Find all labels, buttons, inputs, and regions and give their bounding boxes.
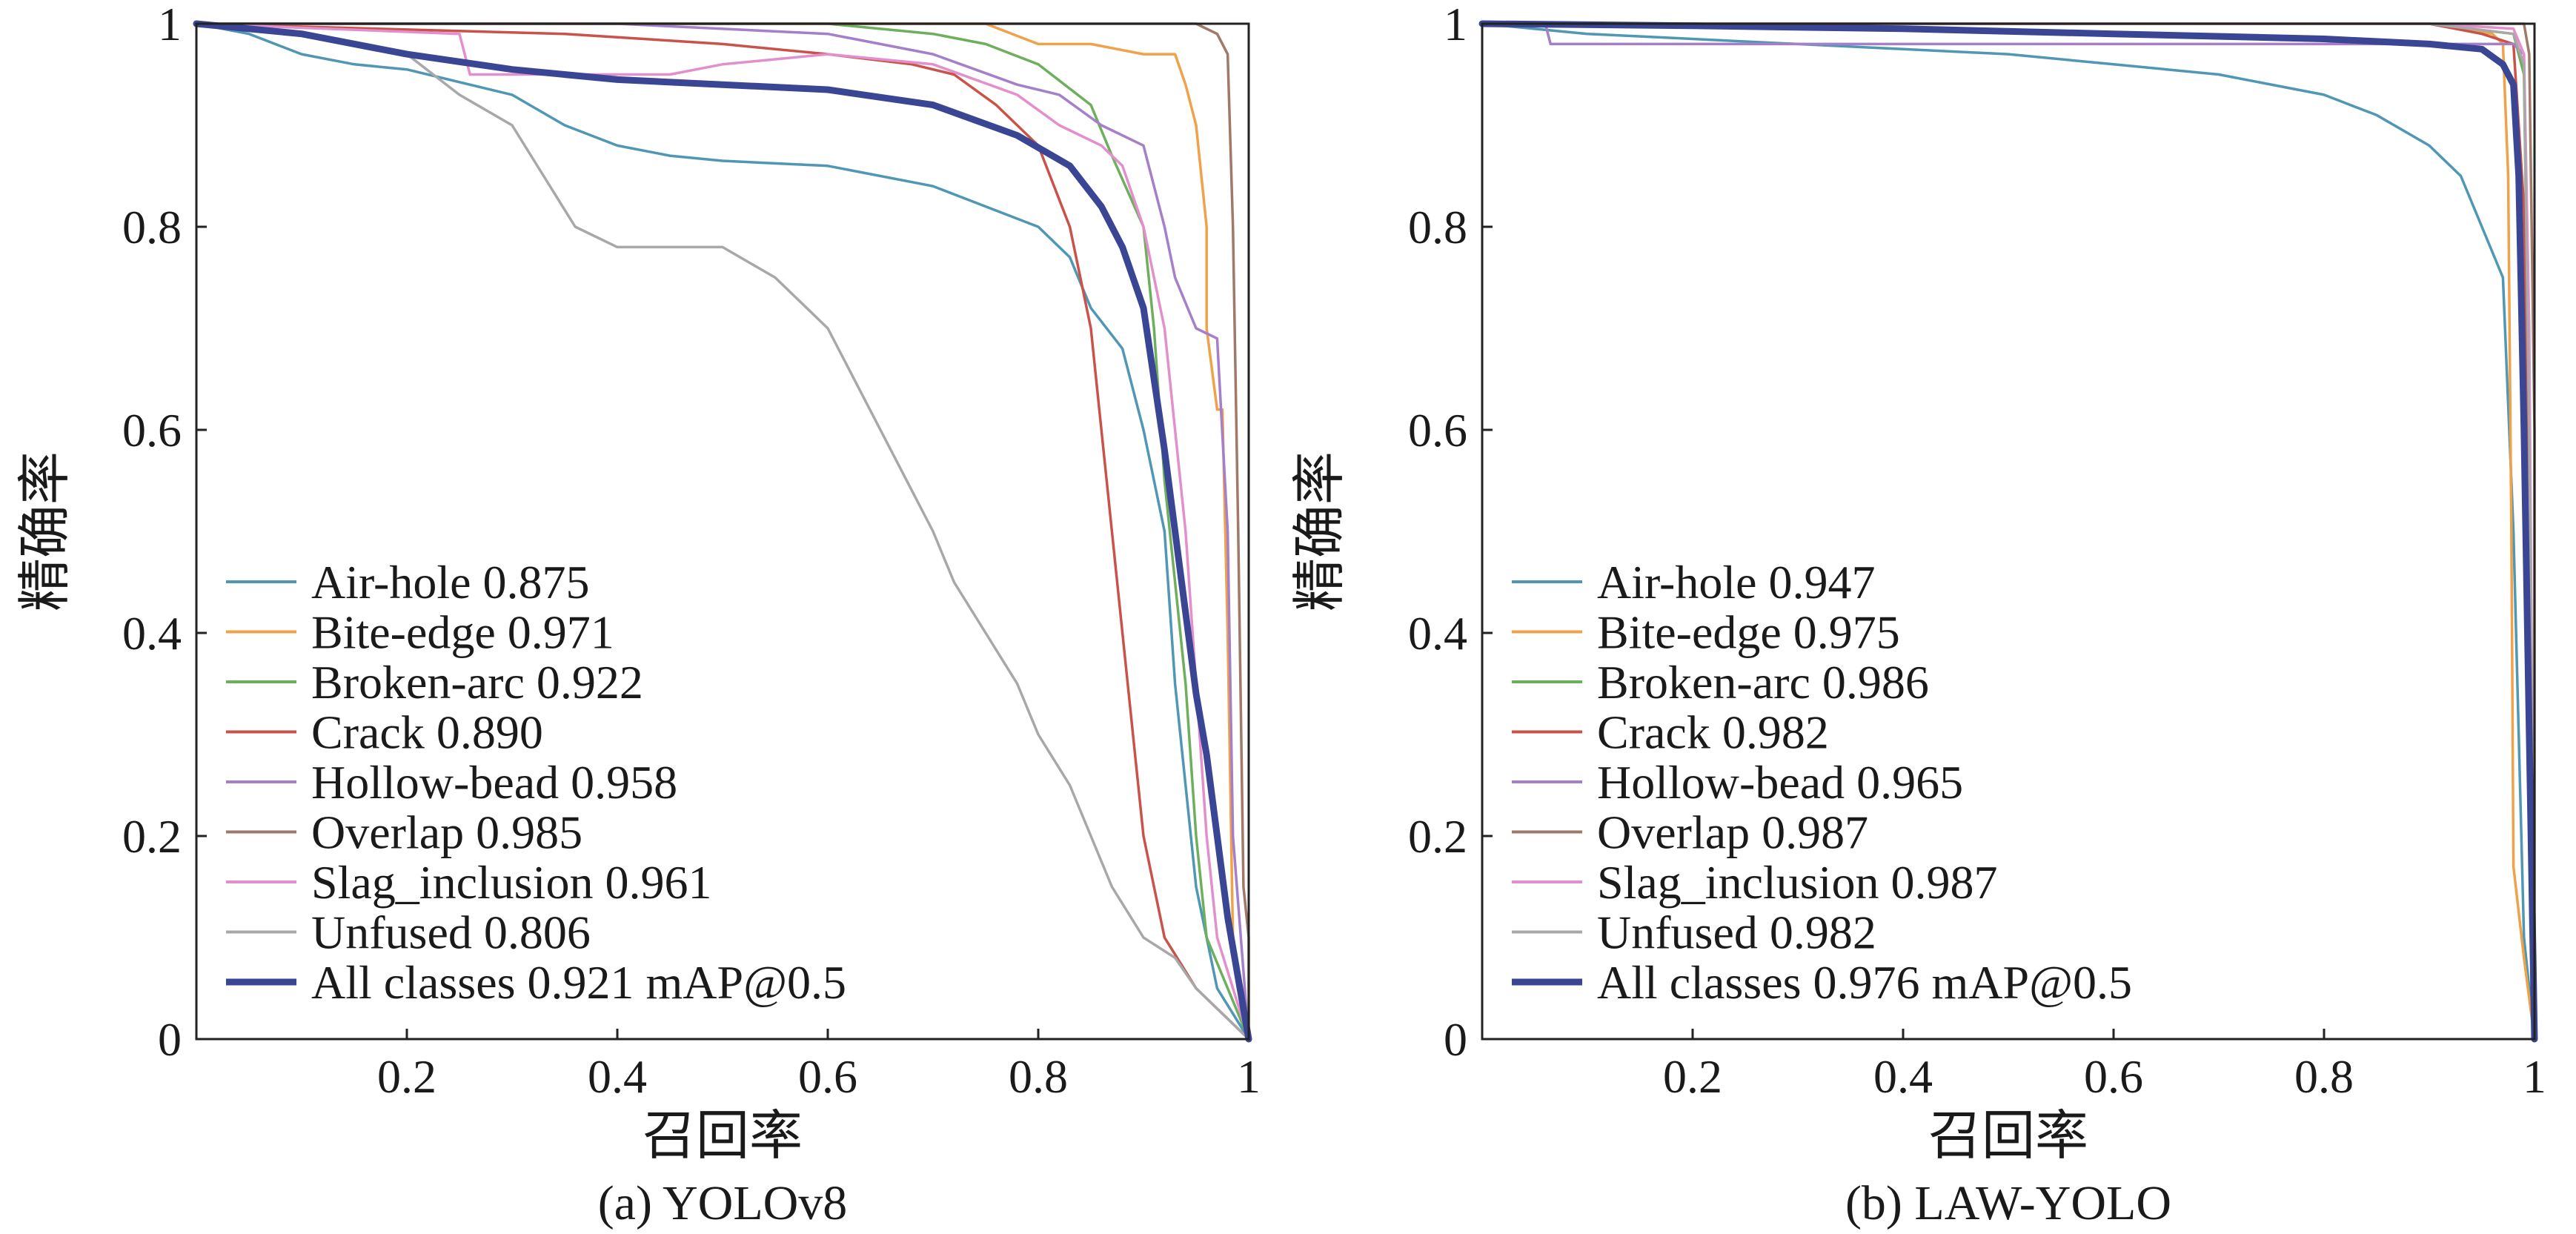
legend-label: Hollow-bead 0.958: [311, 756, 677, 809]
series-line-9: [1478, 20, 2538, 1043]
legend-label: Crack 0.982: [1597, 706, 1829, 759]
y-tick-label: 0.8: [122, 201, 182, 253]
legend-label: All classes 0.976 mAP@0.5: [1597, 956, 2132, 1009]
x-tick-label: 0.8: [1009, 1050, 1068, 1103]
legend-label: Unfused 0.806: [311, 906, 591, 959]
x-tick-label: 0.2: [377, 1050, 436, 1103]
series-line-1: [1481, 22, 2536, 1041]
series-line-1: [195, 22, 1250, 1041]
y-tick-label: 0: [1444, 1013, 1467, 1066]
x-axis-title: 召回率: [643, 1107, 803, 1166]
series-line-8: [195, 22, 1250, 1041]
y-axis-title: 精确率: [16, 451, 75, 611]
y-tick-label: 0.6: [122, 404, 182, 457]
plot-frame: [195, 22, 1250, 1041]
x-tick-label: 0.6: [798, 1050, 857, 1103]
legend-label: Slag_inclusion 0.961: [311, 856, 711, 909]
y-tick-label: 1: [158, 0, 182, 50]
y-axis-title: 精确率: [1290, 451, 1350, 611]
series-line-5: [195, 22, 1250, 1041]
y-tick-label: 0: [158, 1013, 182, 1066]
legend-label: Overlap 0.987: [1597, 806, 1868, 859]
series-line-4: [195, 22, 1250, 1041]
x-tick-label: 1: [1237, 1050, 1261, 1103]
x-tick-label: 1: [2523, 1050, 2546, 1103]
legend-label: Unfused 0.982: [1597, 906, 1876, 959]
x-tick-label: 0.2: [1663, 1050, 1722, 1103]
legend-label: Broken-arc 0.922: [311, 656, 643, 709]
series-line-2: [195, 22, 1250, 1041]
panel-caption: (a) YOLOv8: [598, 1176, 848, 1230]
y-tick-label: 1: [1444, 0, 1467, 50]
legend-label: Broken-arc 0.986: [1597, 656, 1929, 709]
y-tick-label: 0.6: [1408, 404, 1467, 457]
x-tick-label: 0.8: [2294, 1050, 2354, 1103]
y-tick-label: 0.2: [122, 810, 182, 863]
legend-label: Overlap 0.985: [311, 806, 582, 859]
y-tick-label: 0.8: [1408, 201, 1467, 253]
legend-label: Hollow-bead 0.965: [1597, 756, 1963, 809]
panel-caption: (b) LAW-YOLO: [1845, 1176, 2171, 1230]
legend-label: Air-hole 0.947: [1597, 556, 1876, 608]
series-line-9: [193, 20, 1252, 1043]
legend-label: Bite-edge 0.975: [1597, 606, 1900, 659]
x-tick-label: 0.4: [588, 1050, 647, 1103]
x-axis-title: 召回率: [1928, 1107, 2088, 1166]
legend-label: All classes 0.921 mAP@0.5: [311, 956, 846, 1009]
legend-label: Air-hole 0.875: [311, 556, 590, 608]
chart-panel-1: 0.2 0.4 0.6 0.8 1 0 0.2 0.4 0.6 0.8 1 召回率 精确率 (a) YOL…: [16, 0, 1261, 1230]
x-tick-label: 0.4: [1873, 1050, 1933, 1103]
legend-label: Crack 0.890: [311, 706, 543, 759]
legend-label: Bite-edge 0.971: [311, 606, 614, 659]
legend-label: Slag_inclusion 0.987: [1597, 856, 1997, 909]
x-tick-label: 0.6: [2084, 1050, 2143, 1103]
y-tick-label: 0.2: [1408, 810, 1467, 863]
chart-panel-2: 0.2 0.4 0.6 0.8 1 0 0.2 0.4 0.6 0.8 1 召回率 精确率 (b) LAW…: [1290, 0, 2546, 1230]
plot-frame: [1481, 22, 2536, 1041]
y-tick-label: 0.4: [122, 607, 182, 660]
y-tick-label: 0.4: [1408, 607, 1467, 660]
